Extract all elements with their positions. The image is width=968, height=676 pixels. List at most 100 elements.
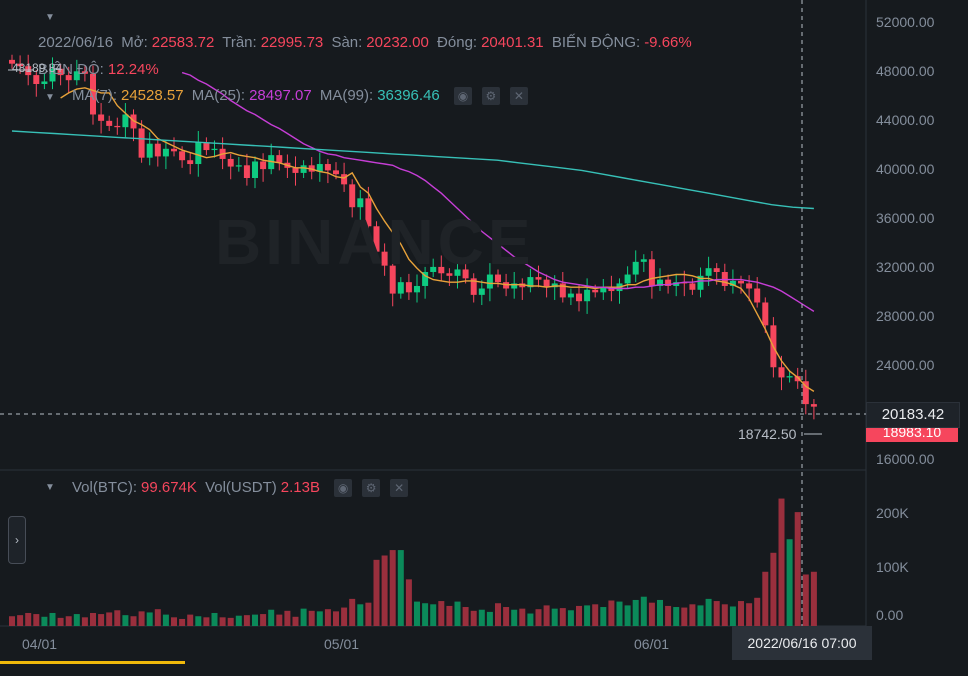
candle-body xyxy=(17,63,24,67)
volume-bar xyxy=(681,607,688,626)
volume-bar xyxy=(341,607,348,626)
volume-bar xyxy=(81,617,88,626)
ma25-label: MA(25): xyxy=(191,87,246,104)
candle-body xyxy=(543,279,550,288)
ma25-value: 28497.07 xyxy=(249,87,312,104)
volume-bar xyxy=(600,607,607,626)
price-tick: 24000.00 xyxy=(876,357,935,373)
volume-bar xyxy=(778,498,785,626)
volume-bar xyxy=(665,605,672,626)
candle-body xyxy=(9,59,15,64)
candle-body xyxy=(324,164,331,171)
vol-usdt-value: 2.13B xyxy=(280,479,320,496)
eye-icon[interactable]: ◉ xyxy=(453,87,472,106)
volume-bar xyxy=(333,611,339,626)
crosshair-price-tag: 20183.42 xyxy=(866,402,960,428)
settings-icon[interactable]: ⚙ xyxy=(362,479,381,498)
ma-legend: MA(7): 24528.57 MA(25): 28497.07 MA(99): 36… xyxy=(72,87,532,106)
volume-bar xyxy=(243,615,250,626)
binance-watermark: BINANCE xyxy=(215,206,535,278)
volume-bar xyxy=(462,607,469,626)
close-icon[interactable]: ✕ xyxy=(390,479,409,498)
volume-bar xyxy=(738,601,744,626)
x-tick: 06/01 xyxy=(634,636,670,652)
volume-bar xyxy=(640,596,647,626)
volume-bar xyxy=(179,618,186,626)
candle-body xyxy=(802,381,809,405)
ma25-line xyxy=(181,71,815,312)
candle-body xyxy=(90,73,96,115)
ma99-line xyxy=(11,130,814,210)
high-label: Trần: xyxy=(222,34,257,51)
candle-body xyxy=(357,198,364,208)
candle-body xyxy=(705,268,712,276)
candle-body xyxy=(527,277,534,288)
volume-bar xyxy=(697,605,704,626)
candle-body xyxy=(260,161,267,170)
eye-icon[interactable]: ◉ xyxy=(334,479,353,498)
candle-body xyxy=(381,251,388,266)
volume-bar xyxy=(195,616,202,626)
volume-bar xyxy=(430,604,437,626)
volume-caret-icon[interactable]: ▼ xyxy=(45,482,55,493)
candle-body xyxy=(592,289,599,293)
low-label: Sàn: xyxy=(331,34,363,51)
open-value: 22583.72 xyxy=(151,34,215,51)
collapse-caret-icon[interactable]: ▼ xyxy=(45,12,55,23)
candle-body xyxy=(138,128,145,158)
candle-body xyxy=(333,170,339,175)
volume-bar xyxy=(438,601,445,626)
volume-bar xyxy=(527,613,534,626)
volume-bar xyxy=(397,550,404,626)
volume-bar xyxy=(729,606,736,626)
open-label: Mở: xyxy=(121,34,148,51)
volume-bar xyxy=(470,610,477,626)
volume-bar xyxy=(357,604,364,626)
volume-bar xyxy=(519,608,526,626)
volume-bar xyxy=(49,612,56,626)
amplitude-value: 12.24% xyxy=(107,61,159,78)
volume-bar xyxy=(106,612,113,626)
volume-bar xyxy=(73,614,80,626)
candle-body xyxy=(414,285,420,293)
candle-body xyxy=(495,274,501,283)
volume-bar xyxy=(543,605,550,626)
volume-bar xyxy=(57,617,64,626)
candle-body xyxy=(713,268,720,272)
candle-body xyxy=(211,148,218,151)
candle-body xyxy=(397,282,404,294)
candle-body xyxy=(276,155,283,163)
candle-body xyxy=(187,160,194,165)
volume-bar xyxy=(503,607,510,626)
candle-body xyxy=(300,165,307,173)
candle-body xyxy=(786,376,793,378)
volume-bar xyxy=(446,605,453,626)
vol-usdt-label: Vol(USDT) xyxy=(205,479,277,496)
volume-bar xyxy=(405,579,412,626)
volume-bar xyxy=(673,607,680,626)
candle-body xyxy=(25,66,32,76)
volume-bar xyxy=(90,612,96,626)
legend-date: 2022/06/16 xyxy=(38,34,114,51)
ma-caret-icon[interactable]: ▼ xyxy=(45,92,55,103)
volume-bar xyxy=(454,601,461,626)
candle-body xyxy=(600,287,607,293)
candle-body xyxy=(292,167,299,173)
volume-bar xyxy=(235,615,242,626)
volume-bar xyxy=(146,612,153,626)
volume-bar xyxy=(308,610,315,626)
ma7-line xyxy=(60,87,815,392)
expand-panel-button[interactable]: › xyxy=(8,516,26,564)
volume-bar xyxy=(632,599,639,626)
candle-body xyxy=(665,279,672,286)
x-tick: 04/01 xyxy=(22,636,58,652)
time-scrollbar[interactable] xyxy=(0,661,185,664)
candle-body xyxy=(365,198,372,227)
candle-body xyxy=(73,71,80,81)
candle-body xyxy=(632,261,639,275)
settings-icon[interactable]: ⚙ xyxy=(481,87,500,106)
close-icon[interactable]: ✕ xyxy=(509,87,528,106)
amplitude-label: BIÊN ĐỘ: xyxy=(38,61,104,78)
candle-body xyxy=(146,143,153,158)
